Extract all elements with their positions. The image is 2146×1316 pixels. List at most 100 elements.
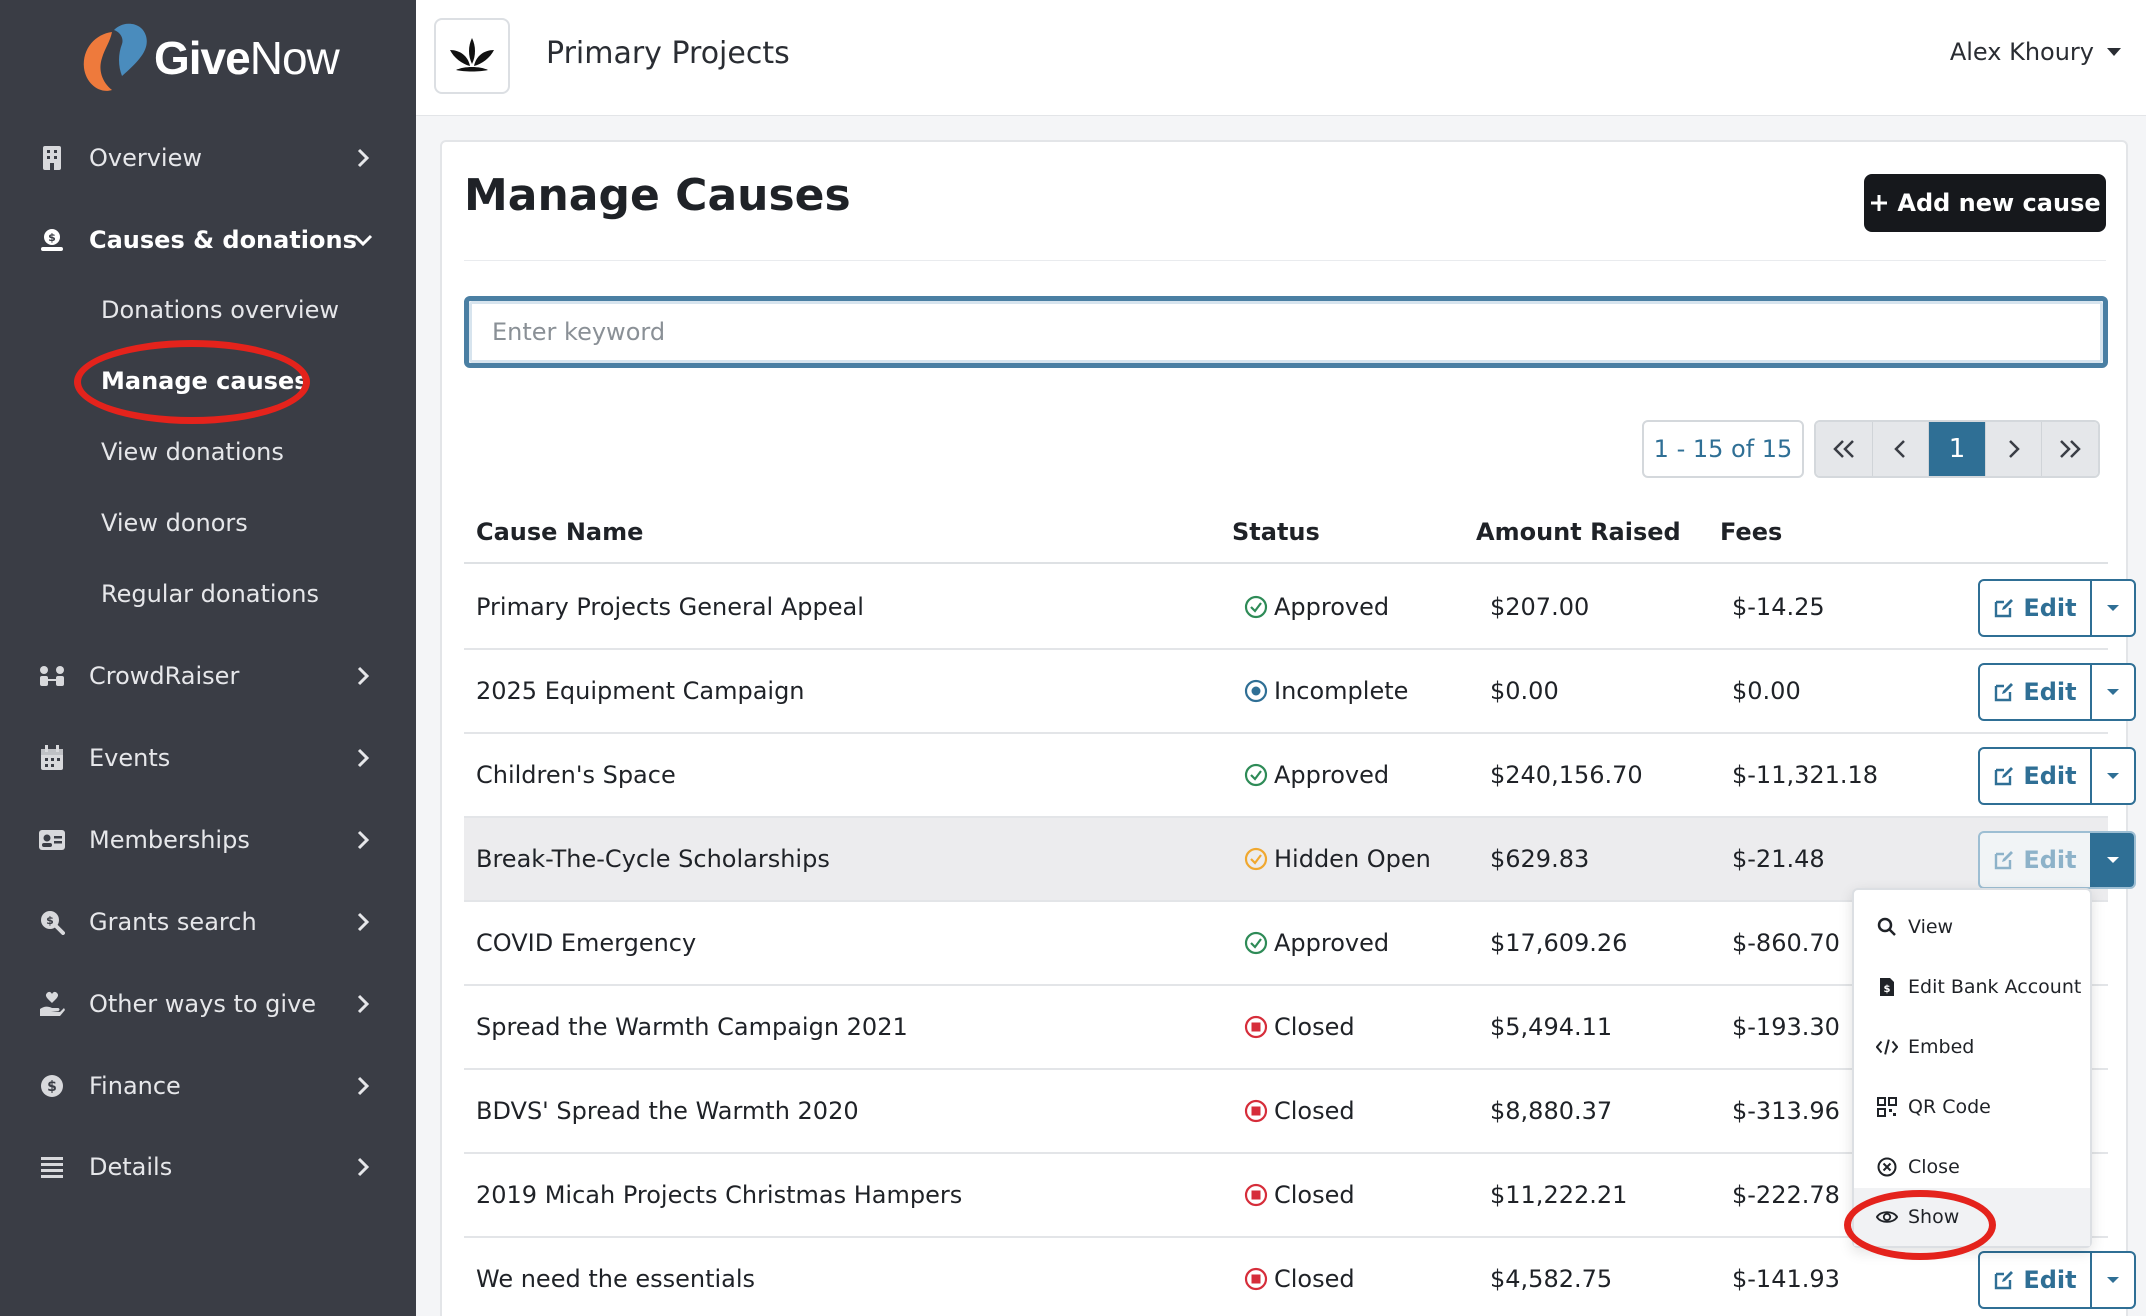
cause-name: COVID Emergency bbox=[476, 929, 697, 957]
search-input[interactable] bbox=[469, 301, 2103, 363]
status-text: Approved bbox=[1274, 929, 1390, 957]
next-page-button[interactable] bbox=[1985, 422, 2043, 476]
id-card-icon bbox=[38, 826, 66, 854]
fees: $-222.78 bbox=[1732, 1181, 1840, 1209]
user-menu[interactable]: Alex Khoury bbox=[1950, 38, 2122, 66]
cause-name: Children's Space bbox=[476, 761, 676, 789]
stop-circle-icon bbox=[1244, 1015, 1268, 1039]
fees: $-141.93 bbox=[1732, 1265, 1840, 1293]
last-page-button[interactable] bbox=[2042, 422, 2098, 476]
sidebar-item-details[interactable]: Details bbox=[0, 1137, 416, 1197]
column-header-amount-raised[interactable]: Amount Raised bbox=[1476, 518, 1681, 546]
caret-down-icon bbox=[2107, 48, 2121, 56]
hand-heart-icon bbox=[38, 990, 66, 1018]
caret-down-icon bbox=[2107, 773, 2119, 779]
status-text: Closed bbox=[1274, 1013, 1355, 1041]
sidebar-item-events[interactable]: Events bbox=[0, 728, 416, 788]
sidebar-subitem-donations-overview[interactable]: Donations overview bbox=[101, 296, 339, 324]
check-circle-icon bbox=[1244, 595, 1268, 619]
edit-icon bbox=[1995, 1271, 2014, 1290]
column-header-cause-name[interactable]: Cause Name bbox=[476, 518, 644, 546]
table-row[interactable]: 2025 Equipment Campaign Incomplete $0.00 $0… bbox=[464, 650, 2136, 734]
sidebar-item-other-ways-to-give[interactable]: Other ways to give bbox=[0, 974, 416, 1034]
chevron-right-icon bbox=[357, 748, 370, 768]
org-leaf-icon bbox=[450, 38, 494, 72]
edit-button[interactable]: Edit bbox=[1980, 581, 2092, 635]
cause-name: 2025 Equipment Campaign bbox=[476, 677, 805, 705]
edit-button-group: Edit bbox=[1978, 663, 2136, 721]
sidebar-item-grants-search[interactable]: $ Grants search bbox=[0, 892, 416, 952]
cause-name: We need the essentials bbox=[476, 1265, 756, 1293]
sidebar-item-label: Events bbox=[89, 744, 171, 772]
list-icon bbox=[38, 1153, 66, 1181]
edit-label: Edit bbox=[2023, 678, 2077, 706]
sidebar-item-memberships[interactable]: Memberships bbox=[0, 810, 416, 870]
organization-name: Primary Projects bbox=[546, 36, 790, 71]
sidebar-item-overview[interactable]: Overview bbox=[0, 128, 416, 188]
dropdown-item-edit-bank-account[interactable]: $ Edit Bank Account bbox=[1854, 958, 2090, 1016]
plus-icon bbox=[1871, 195, 1888, 211]
edit-button[interactable]: Edit bbox=[1980, 1253, 2092, 1307]
edit-dropdown-toggle[interactable] bbox=[2092, 581, 2134, 635]
dropdown-item-qr-code[interactable]: QR Code bbox=[1854, 1078, 2090, 1136]
prev-page-button[interactable] bbox=[1872, 422, 1930, 476]
table-row[interactable]: Primary Projects General Appeal Approved $… bbox=[464, 566, 2136, 650]
status-text: Approved bbox=[1274, 761, 1390, 789]
givenow-logo[interactable]: GiveNow bbox=[78, 18, 340, 98]
status-cell: Approved bbox=[1244, 566, 1389, 648]
amount-raised: $207.00 bbox=[1490, 593, 1590, 621]
logo-mark-icon bbox=[83, 23, 147, 91]
sidebar-item-causes-donations[interactable]: $ Causes & donations bbox=[0, 210, 416, 270]
sidebar-subitem-manage-causes[interactable]: Manage causes bbox=[101, 367, 309, 395]
dot-circle-icon bbox=[1244, 679, 1268, 703]
dropdown-item-label: QR Code bbox=[1908, 1096, 1991, 1118]
column-header-fees[interactable]: Fees bbox=[1720, 518, 1783, 546]
amount-raised: $17,609.26 bbox=[1490, 929, 1628, 957]
edit-dropdown-toggle[interactable] bbox=[2092, 833, 2134, 887]
table-row[interactable]: Children's Space Approved $240,156.70 $-11,… bbox=[464, 734, 2136, 818]
edit-button[interactable]: Edit bbox=[1980, 665, 2092, 719]
edit-dropdown-toggle[interactable] bbox=[2092, 665, 2134, 719]
table-row[interactable]: COVID Emergency Approved $17,609.26 $-860.7… bbox=[464, 902, 2108, 986]
amount-raised: $5,494.11 bbox=[1490, 1013, 1613, 1041]
sidebar-subitem-regular-donations[interactable]: Regular donations bbox=[101, 580, 319, 608]
dropdown-item-embed[interactable]: Embed bbox=[1854, 1018, 2090, 1076]
status-cell: Incomplete bbox=[1244, 650, 1408, 732]
edit-dropdown-toggle[interactable] bbox=[2092, 1253, 2134, 1307]
amount-raised: $4,582.75 bbox=[1490, 1265, 1613, 1293]
sidebar-item-finance[interactable]: $ Finance bbox=[0, 1056, 416, 1116]
column-header-status[interactable]: Status bbox=[1232, 518, 1320, 546]
status-text: Closed bbox=[1274, 1097, 1355, 1125]
table-row[interactable]: 2019 Micah Projects Christmas Hampers Clo… bbox=[464, 1154, 2108, 1238]
table-row[interactable]: Break-The-Cycle Scholarships Hidden Open $… bbox=[464, 818, 2136, 902]
first-page-button[interactable] bbox=[1816, 422, 1873, 476]
dropdown-item-show[interactable]: Show bbox=[1854, 1188, 2090, 1246]
sidebar-item-crowdraiser[interactable]: CrowdRaiser bbox=[0, 646, 416, 706]
fees: $-21.48 bbox=[1732, 845, 1825, 873]
org-logo[interactable] bbox=[434, 18, 510, 94]
sidebar-subitem-view-donors[interactable]: View donors bbox=[101, 509, 248, 537]
double-chevron-right-icon bbox=[2060, 440, 2081, 458]
edit-button[interactable]: Edit bbox=[1980, 833, 2092, 887]
page-button-current[interactable]: 1 bbox=[1929, 422, 1986, 476]
dropdown-item-view[interactable]: View bbox=[1854, 898, 2090, 956]
add-new-cause-button[interactable]: Add new cause bbox=[1864, 174, 2106, 232]
table-row[interactable]: Spread the Warmth Campaign 2021 Closed $5,… bbox=[464, 986, 2108, 1070]
edit-dropdown-toggle[interactable] bbox=[2092, 749, 2134, 803]
file-dollar-icon: $ bbox=[1876, 976, 1898, 998]
stop-circle-icon bbox=[1244, 1267, 1268, 1291]
check-circle-icon bbox=[1244, 931, 1268, 955]
chevron-left-icon bbox=[1894, 440, 1906, 458]
sidebar-subitem-view-donations[interactable]: View donations bbox=[101, 438, 284, 466]
edit-label: Edit bbox=[2023, 1266, 2077, 1294]
table-row[interactable]: We need the essentials Closed $4,582.75 $-1… bbox=[464, 1238, 2136, 1316]
chevron-right-icon bbox=[357, 994, 370, 1014]
user-name: Alex Khoury bbox=[1949, 38, 2094, 66]
pagination-range: 1 - 15 of 15 bbox=[1642, 420, 1804, 478]
eye-icon bbox=[1876, 1206, 1898, 1228]
dropdown-item-close[interactable]: Close bbox=[1854, 1138, 2090, 1196]
table-row[interactable]: BDVS' Spread the Warmth 2020 Closed $8,880… bbox=[464, 1070, 2108, 1154]
edit-button[interactable]: Edit bbox=[1980, 749, 2092, 803]
status-text: Closed bbox=[1274, 1265, 1355, 1293]
fees: $-11,321.18 bbox=[1732, 761, 1879, 789]
